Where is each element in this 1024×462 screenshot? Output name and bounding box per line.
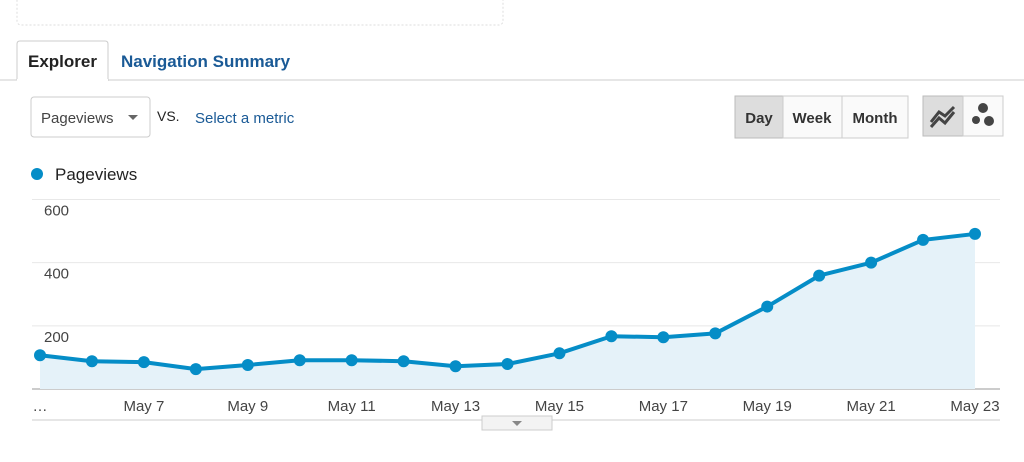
point: [293, 354, 306, 367]
x-tick-label: May 9: [227, 398, 268, 415]
point: [813, 269, 826, 282]
y-tick-label: 200: [44, 329, 69, 346]
point: [865, 256, 878, 269]
tab-explorer[interactable]: Explorer: [28, 52, 97, 71]
x-tick-label: …: [33, 398, 48, 415]
bubble-icon: [984, 116, 994, 126]
point: [241, 358, 254, 371]
x-tick-label: May 11: [328, 398, 376, 415]
point: [761, 300, 774, 313]
top-box: [16, 0, 504, 26]
x-tick-label: May 23: [950, 398, 999, 415]
select-metric[interactable]: Select a metric: [195, 110, 295, 127]
y-tick-label: 600: [44, 203, 69, 220]
point: [709, 327, 722, 340]
point: [85, 355, 98, 368]
point: [34, 349, 46, 362]
expand-arrow: [512, 421, 522, 426]
btn-line-chart[interactable]: [922, 95, 964, 137]
btn-week[interactable]: [782, 95, 843, 139]
point: [657, 331, 670, 344]
tab-nav-summary[interactable]: Navigation Summary: [121, 52, 291, 71]
legend-dot: [31, 168, 43, 180]
bubble-icon: [978, 103, 988, 113]
point: [969, 227, 981, 240]
tab-cover: [17, 79, 108, 82]
point: [345, 354, 358, 367]
metric-dropdown-text: Pageviews: [41, 110, 114, 127]
btn-month-text: Month: [853, 110, 898, 127]
y-tick-label: 400: [44, 266, 69, 283]
tab-active[interactable]: [16, 40, 109, 81]
vs-label: VS.: [157, 108, 180, 124]
btn-week-text: Week: [793, 110, 833, 127]
x-tick-label: May 15: [535, 398, 584, 415]
btn-day-text: Day: [745, 110, 773, 127]
x-tick-label: May 21: [847, 398, 896, 415]
bubble-icon: [972, 116, 980, 124]
x-tick-label: May 7: [123, 398, 164, 415]
x-tick-label: May 19: [743, 398, 792, 415]
x-tick-label: May 13: [431, 398, 480, 415]
btn-motion-chart[interactable]: [962, 95, 1004, 137]
metric-dropdown[interactable]: [30, 96, 151, 138]
point: [189, 363, 202, 376]
point: [553, 347, 566, 360]
legend-label: Pageviews: [55, 165, 137, 184]
point: [449, 360, 462, 373]
point: [137, 356, 150, 369]
point: [501, 358, 514, 371]
btn-month[interactable]: [841, 95, 909, 139]
point: [397, 355, 410, 368]
point: [605, 330, 618, 343]
line-icon: [929, 105, 956, 128]
point: [917, 233, 930, 246]
area: [40, 233, 975, 389]
dropdown-arrow: [128, 115, 138, 120]
x-tick-label: May 17: [639, 398, 688, 415]
